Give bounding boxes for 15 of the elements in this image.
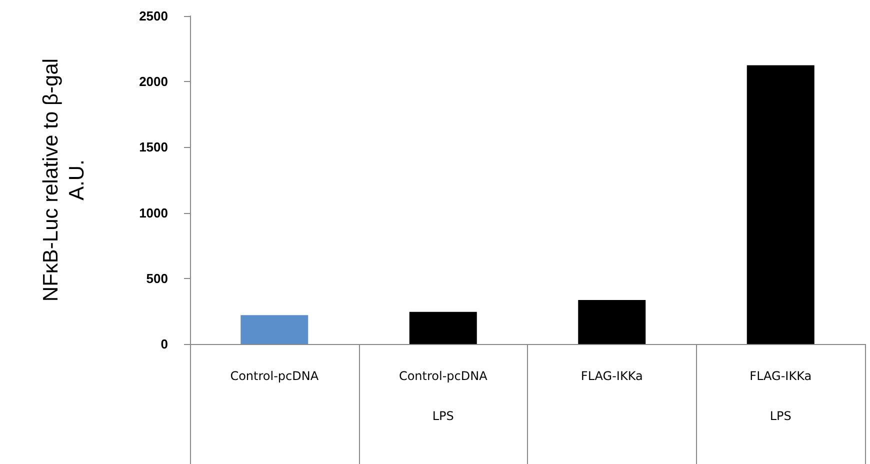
category-label: FLAG-IKKa LPS (750, 369, 812, 423)
bar (240, 315, 308, 344)
x-tick-label: FLAG-IKKa (580, 369, 643, 383)
y-axis-title: NFκB-Luc relative to β-gal A.U. (40, 58, 88, 302)
bar (409, 312, 477, 344)
y-tick-label: 1000 (139, 205, 168, 220)
y-tick-label: 2000 (139, 74, 168, 90)
y-tick-label: 2500 (139, 8, 168, 24)
y-tick-label: 1500 (139, 140, 168, 155)
y-tick-label: 0 (160, 336, 168, 352)
y-tick-label: 500 (146, 270, 168, 286)
bar (746, 65, 814, 344)
bar (578, 300, 646, 344)
category-label: Control-pcDNA LPS (398, 369, 488, 423)
x-tick-label: Control-pcDNA (230, 369, 320, 383)
